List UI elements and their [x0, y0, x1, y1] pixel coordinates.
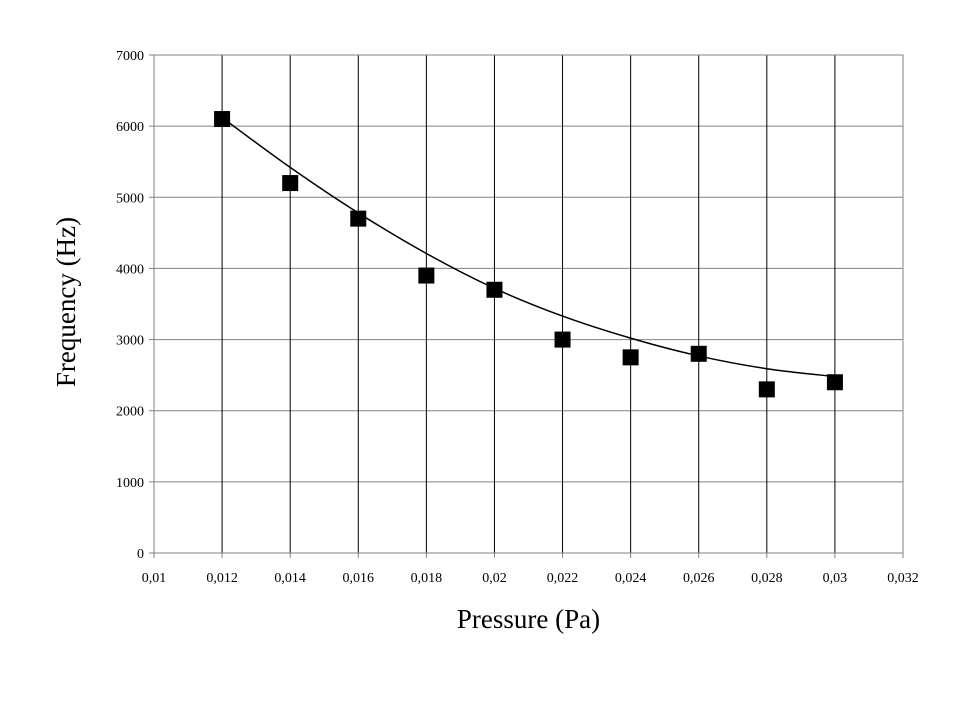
y-tick-label: 1000 — [116, 476, 144, 491]
x-tick-label: 0,012 — [206, 571, 238, 586]
x-tick-label: 0,01 — [142, 571, 167, 586]
x-tick-label: 0,014 — [274, 571, 306, 586]
data-point — [826, 374, 843, 391]
data-point — [690, 345, 707, 362]
x-tick-label: 0,02 — [482, 571, 507, 586]
x-tick-label: 0,022 — [547, 571, 579, 586]
y-tick-label: 7000 — [116, 49, 144, 64]
axes — [149, 54, 904, 558]
x-axis-title: Pressure (Pa) — [457, 604, 600, 634]
y-axis-title: Frequency (Hz) — [51, 217, 81, 387]
grid — [154, 54, 903, 553]
x-tick-label: 0,026 — [683, 571, 715, 586]
data-point — [350, 210, 367, 227]
y-tick-label: 5000 — [116, 191, 144, 206]
y-tick-label: 0 — [137, 547, 144, 562]
x-tick-label: 0,018 — [411, 571, 443, 586]
x-tick-label: 0,032 — [887, 571, 919, 586]
x-tick-label: 0,028 — [751, 571, 783, 586]
data-point — [418, 267, 435, 284]
x-tick-label: 0,03 — [823, 571, 848, 586]
data-point — [622, 349, 639, 366]
data-point — [758, 381, 775, 398]
data-points — [214, 111, 843, 398]
data-point — [282, 175, 299, 192]
y-tick-label: 4000 — [116, 262, 144, 277]
data-point — [214, 111, 231, 128]
y-tick-label: 2000 — [116, 405, 144, 420]
y-tick-label: 6000 — [116, 120, 144, 135]
x-tick-label: 0,016 — [343, 571, 375, 586]
y-tick-label: 3000 — [116, 334, 144, 349]
plot-area-frame — [153, 54, 904, 554]
data-point — [486, 281, 503, 298]
data-point — [554, 331, 571, 348]
y-tick-labels: 0 1000 2000 3000 4000 5000 6000 7000 — [116, 49, 144, 562]
x-tick-label: 0,024 — [615, 571, 647, 586]
trendline — [221, 117, 835, 378]
x-tick-labels: 0,01 0,012 0,014 0,016 0,018 0,02 0,022 0,024 0,… — [142, 571, 919, 586]
